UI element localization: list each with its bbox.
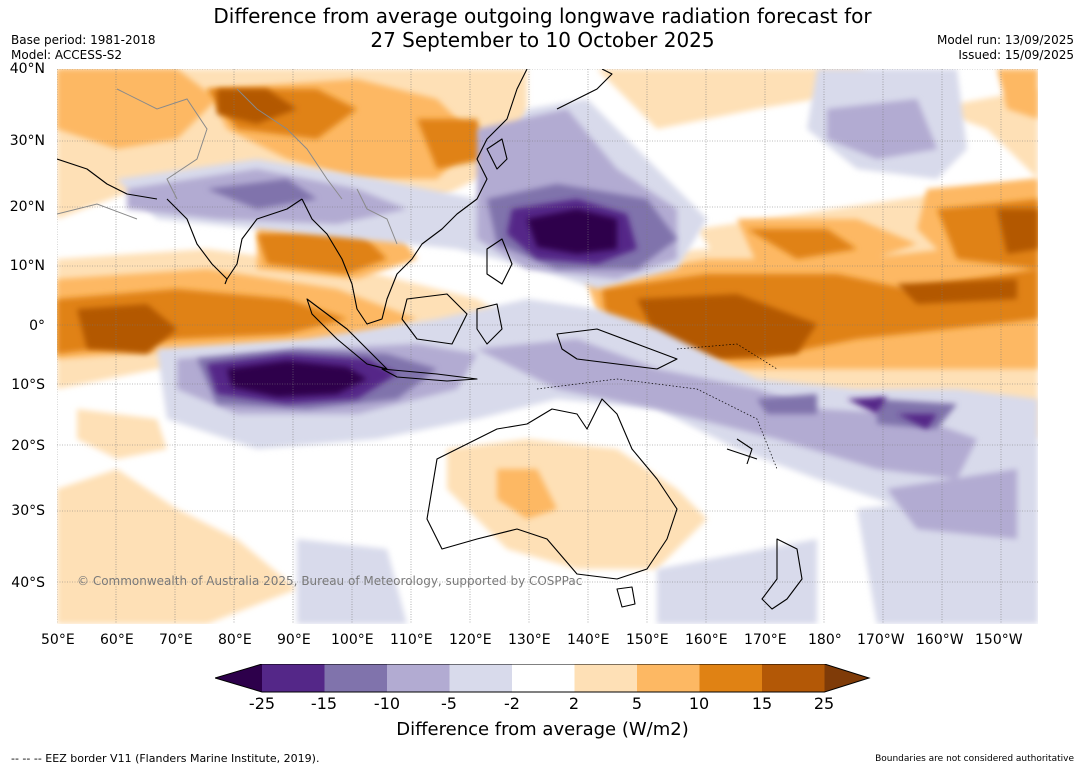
coast-vanuatu (736, 438, 753, 465)
colorbar-label: 5 (631, 694, 643, 713)
colorbar-label: 10 (688, 694, 710, 713)
colorbar-outline (215, 664, 871, 693)
lon-label-110e: 110°E (390, 632, 433, 648)
header-left-info: Base period: 1981-2018 Model: ACCESS-S2 (11, 33, 156, 63)
lon-label-80e: 80°E (218, 632, 252, 648)
colorbar-swatch-4 (449, 664, 512, 692)
title-line-2: 27 September to 10 October 2025 (370, 28, 715, 52)
coast-sulawesi (476, 303, 503, 345)
lon-label-100e: 100°E (331, 632, 374, 648)
colorbar-low-arrow (215, 664, 262, 692)
lon-label-180: 180° (808, 632, 842, 648)
lat-label-20n: 20°N (9, 199, 45, 215)
colorbar-label: -10 (373, 694, 401, 713)
colorbar-swatch-1 (262, 664, 325, 692)
colorbar (215, 664, 871, 693)
lat-label-0: 0° (29, 318, 45, 334)
base-period-text: Base period: 1981-2018 (11, 33, 156, 47)
colorbar-high-arrow (824, 664, 869, 692)
colorbar-swatch-7 (637, 664, 700, 692)
lon-label-120e: 120°E (449, 632, 492, 648)
lon-label-130e: 130°E (508, 632, 551, 648)
coast-middle-east (57, 158, 158, 200)
lat-label-10s: 10°S (11, 377, 45, 393)
lat-label-40s: 40°S (11, 575, 45, 591)
boundaries-disclaimer: Boundaries are not considered authoritat… (875, 754, 1074, 764)
colorbar-swatch-8 (699, 664, 762, 692)
coast-india (166, 198, 303, 280)
coast-sri-lanka (224, 278, 228, 285)
colorbar-label: -25 (248, 694, 276, 713)
coast-new-guinea (556, 328, 678, 370)
coast-java (381, 368, 478, 382)
title-line-1: Difference from average outgoing longwav… (213, 4, 872, 28)
coast-australia (426, 398, 678, 580)
colorbar-label: 25 (813, 694, 835, 713)
coast-taiwan (486, 138, 508, 170)
eez-borders (536, 343, 778, 470)
copyright-notice: © Commonwealth of Australia 2025, Bureau… (77, 574, 583, 588)
coast-new-zealand (761, 538, 803, 610)
country-borders (57, 88, 398, 245)
graticule (57, 69, 1038, 624)
coast-sumatra (306, 298, 388, 370)
colorbar-swatch-3 (387, 664, 450, 692)
header-right-info: Model run: 13/09/2025 Issued: 15/09/2025 (937, 33, 1074, 63)
anomaly-map (57, 69, 1038, 624)
lon-label-50e: 50°E (41, 632, 75, 648)
anomaly-contours (57, 69, 1038, 624)
lon-label-150w: 150°W (975, 632, 1023, 648)
coast-japan (556, 69, 613, 110)
coast-philippines (486, 238, 513, 285)
lon-label-60e: 60°E (100, 632, 134, 648)
lon-label-150e: 150°E (626, 632, 669, 648)
model-text: Model: ACCESS-S2 (11, 48, 123, 62)
coast-borneo (401, 293, 468, 345)
lat-label-30s: 30°S (11, 503, 45, 519)
model-run-text: Model run: 13/09/2025 (936, 33, 1074, 47)
lon-label-170e: 170°E (744, 632, 787, 648)
lat-label-30n: 30°N (9, 133, 45, 149)
coastlines (57, 69, 803, 610)
lon-label-90e: 90°E (277, 632, 311, 648)
lon-label-170w: 170°W (857, 632, 905, 648)
lon-label-160w: 160°W (916, 632, 964, 648)
colorbar-swatch-9 (762, 664, 825, 692)
lat-label-10n: 10°N (9, 258, 45, 274)
colorbar-swatch-2 (324, 664, 387, 692)
colorbar-label: 2 (568, 694, 580, 713)
colorbar-title: Difference from average (W/m2) (396, 719, 689, 740)
eez-border-note: -- -- -- EEZ border V11 (Flanders Marine… (11, 752, 320, 765)
map-title: Difference from average outgoing longwav… (0, 4, 1085, 52)
coast-tasmania (616, 586, 636, 608)
coast-se-asia (301, 69, 528, 325)
lat-label-20s: 20°S (11, 438, 45, 454)
colorbar-label: -5 (441, 694, 457, 713)
lon-label-70e: 70°E (159, 632, 193, 648)
colorbar-swatch-5 (512, 664, 575, 692)
lon-label-140e: 140°E (567, 632, 610, 648)
issued-text: Issued: 15/09/2025 (958, 48, 1074, 62)
colorbar-label: -2 (504, 694, 520, 713)
colorbar-swatch-6 (574, 664, 637, 692)
coast-new-caledonia (726, 448, 758, 460)
colorbar-label: -15 (310, 694, 338, 713)
lat-label-40n: 40°N (9, 61, 45, 77)
lon-label-160e: 160°E (685, 632, 728, 648)
colorbar-label: 15 (751, 694, 773, 713)
